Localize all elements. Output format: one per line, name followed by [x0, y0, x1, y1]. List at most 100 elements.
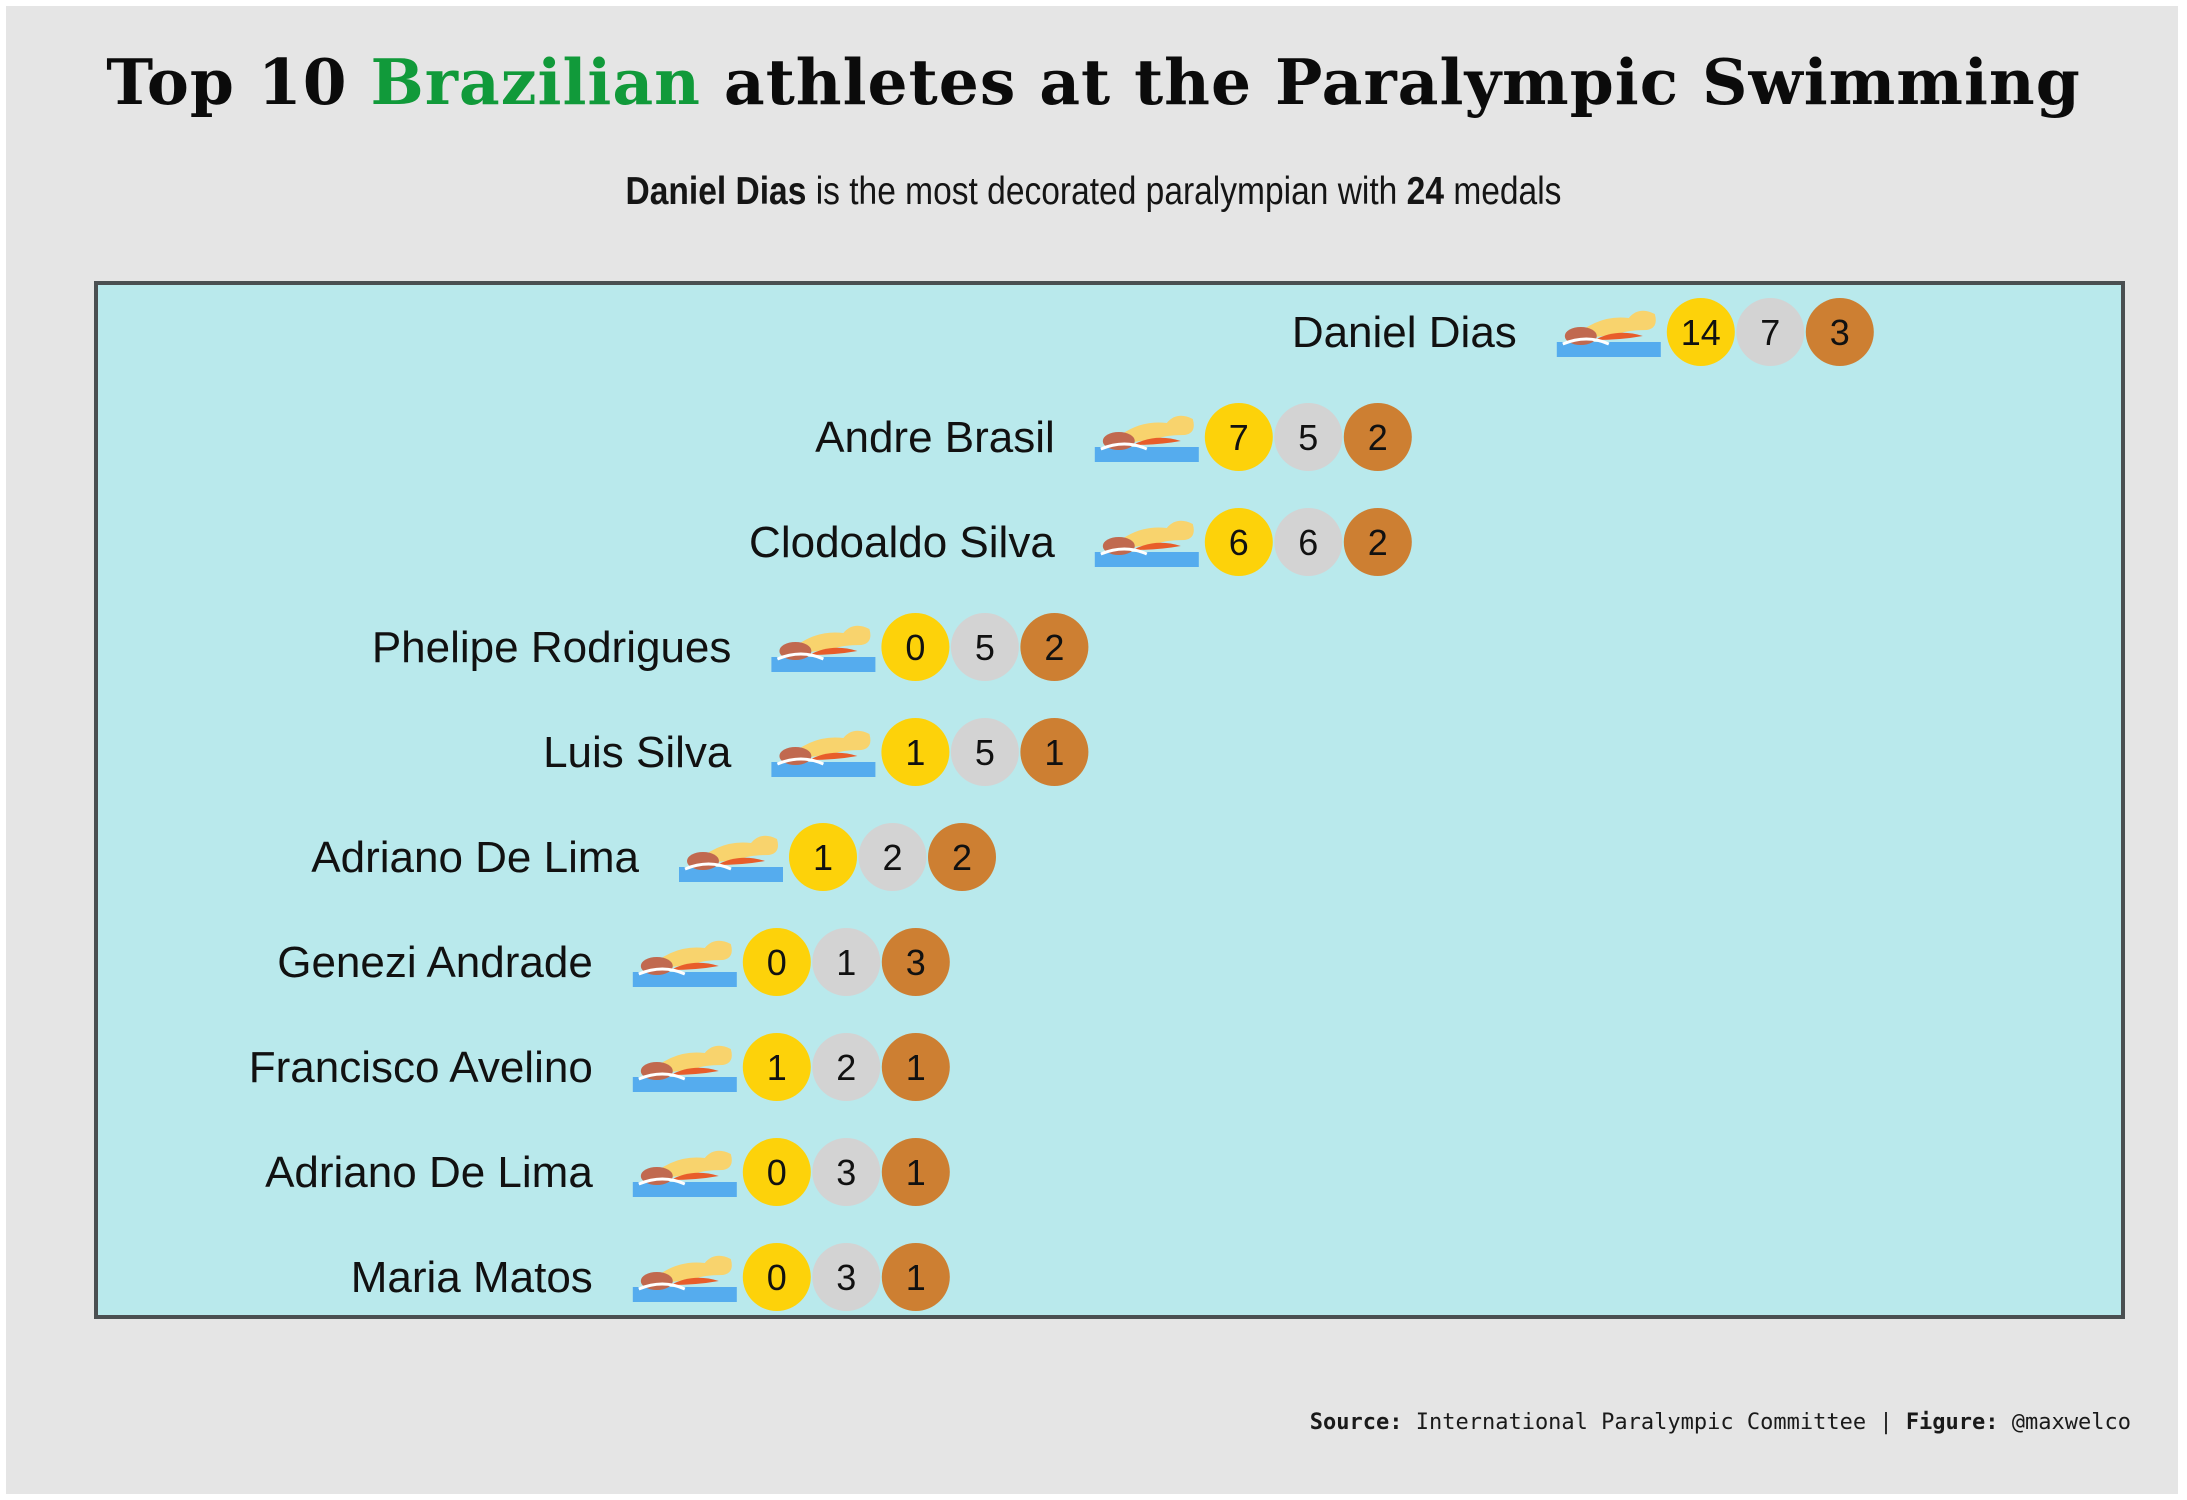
- silver-count: 5: [975, 627, 995, 668]
- athlete-name: Phelipe Rodrigues: [372, 623, 732, 672]
- silver-count: 2: [882, 837, 902, 878]
- athlete-row: Phelipe Rodrigues 0 5 2: [372, 613, 1089, 681]
- swimmer-icon: [679, 835, 783, 882]
- gold-count: 0: [767, 1152, 787, 1193]
- gold-count: 0: [767, 1257, 787, 1298]
- swimmer-icon: [632, 1150, 737, 1197]
- silver-medal: [950, 718, 1019, 786]
- bronze-medal: [1343, 508, 1412, 576]
- bronze-medal: [881, 928, 950, 996]
- bronze-medal: [1805, 298, 1874, 366]
- gold-medal: [1204, 508, 1273, 576]
- swimmer-icon: [1094, 520, 1199, 567]
- bronze-medal: [1343, 403, 1412, 471]
- silver-medal: [812, 1138, 881, 1206]
- swimmer-icon: [771, 730, 876, 777]
- athlete-row: Andre Brasil 7 5 2: [815, 403, 1412, 471]
- gold-medal: [742, 1033, 811, 1101]
- title-part-1: Top 10: [106, 45, 348, 119]
- bronze-medal: [881, 1033, 950, 1101]
- silver-count: 5: [1298, 417, 1318, 458]
- source-label: Source:: [1309, 1410, 1403, 1435]
- gold-medal: [881, 613, 950, 681]
- silver-medal: [812, 1243, 881, 1311]
- bronze-medal: [1020, 718, 1089, 786]
- athlete-row: Clodoaldo Silva 6 6 2: [749, 508, 1412, 576]
- athlete-name: Luis Silva: [543, 728, 732, 777]
- bronze-count: 1: [906, 1047, 926, 1088]
- athlete-row: Luis Silva 1 5 1: [543, 718, 1089, 786]
- athlete-row: Francisco Avelino 1 2 1: [249, 1033, 950, 1101]
- athlete-name: Daniel Dias: [1292, 308, 1517, 357]
- athlete-name: Francisco Avelino: [249, 1043, 593, 1092]
- bronze-medal: [1020, 613, 1089, 681]
- figure-label: Figure:: [1905, 1410, 1999, 1435]
- silver-medal: [1274, 403, 1343, 471]
- bronze-count: 1: [1044, 732, 1064, 773]
- subtitle-end: medals: [1453, 170, 1562, 213]
- silver-medal: [1274, 508, 1343, 576]
- swimmer-icon: [632, 940, 737, 987]
- athlete-name: Clodoaldo Silva: [749, 518, 1055, 567]
- gold-count: 1: [905, 732, 925, 773]
- athlete-row: Adriano De Lima 1 2 2: [311, 823, 996, 891]
- source-note: Source: International Paralympic Committ…: [1310, 1410, 2131, 1435]
- gold-medal: [789, 823, 857, 891]
- subtitle-athlete-name: Daniel Dias: [625, 170, 807, 213]
- silver-count: 1: [836, 942, 856, 983]
- title-highlight: Brazilian: [370, 45, 701, 119]
- bronze-medal: [928, 823, 996, 891]
- gold-medal: [742, 928, 811, 996]
- gold-count: 14: [1681, 312, 1721, 353]
- gold-medal: [1204, 403, 1273, 471]
- bronze-count: 1: [906, 1152, 926, 1193]
- silver-medal: [1736, 298, 1805, 366]
- bronze-count: 2: [1368, 417, 1388, 458]
- athlete-row: Daniel Dias 14 7 3: [1292, 298, 1874, 366]
- title-part-2: athletes at the Paralympic Swimming: [723, 45, 2081, 119]
- gold-medal: [881, 718, 950, 786]
- silver-count: 7: [1760, 312, 1780, 353]
- bronze-count: 3: [906, 942, 926, 983]
- silver-count: 2: [836, 1047, 856, 1088]
- silver-count: 5: [975, 732, 995, 773]
- subtitle-medal-count: 24: [1406, 170, 1444, 213]
- athlete-name: Andre Brasil: [815, 413, 1055, 462]
- swimmer-icon: [1094, 415, 1199, 462]
- bronze-count: 1: [906, 1257, 926, 1298]
- bronze-count: 2: [1044, 627, 1064, 668]
- chart-panel: Daniel Dias 14 7 3 Andre Brasil 7 5 2 Clodoaldo …: [94, 281, 2125, 1319]
- bronze-count: 2: [1368, 522, 1388, 563]
- athlete-name: Adriano De Lima: [265, 1148, 593, 1197]
- bronze-medal: [881, 1243, 950, 1311]
- gold-medal: [742, 1243, 811, 1311]
- silver-count: 3: [836, 1257, 856, 1298]
- gold-medal: [742, 1138, 811, 1206]
- silver-medal: [858, 823, 927, 891]
- gold-count: 6: [1229, 522, 1249, 563]
- subtitle-middle: is the most decorated paralympian with: [815, 170, 1398, 213]
- figure-credit: @maxwelco: [2011, 1410, 2131, 1435]
- gold-count: 7: [1229, 417, 1249, 458]
- silver-medal: [950, 613, 1019, 681]
- silver-count: 3: [836, 1152, 856, 1193]
- swimmer-icon: [771, 625, 876, 672]
- athlete-name: Maria Matos: [351, 1253, 593, 1302]
- swimmer-icon: [1556, 310, 1661, 357]
- silver-count: 6: [1298, 522, 1318, 563]
- gold-count: 0: [767, 942, 787, 983]
- chart-title: Top 10 Brazilian athletes at the Paralym…: [0, 45, 2187, 119]
- swimmer-icon: [632, 1045, 737, 1092]
- athlete-row: Genezi Andrade 0 1 3: [277, 928, 950, 996]
- source-text: International Paralympic Committee |: [1415, 1410, 1893, 1435]
- bronze-count: 2: [952, 837, 972, 878]
- gold-count: 1: [813, 837, 833, 878]
- bronze-medal: [881, 1138, 950, 1206]
- athlete-row: Maria Matos 0 3 1: [351, 1243, 950, 1311]
- silver-medal: [812, 1033, 881, 1101]
- gold-medal: [1666, 298, 1735, 366]
- athlete-row: Adriano De Lima 0 3 1: [265, 1138, 950, 1206]
- athlete-name: Adriano De Lima: [311, 833, 639, 882]
- silver-medal: [812, 928, 881, 996]
